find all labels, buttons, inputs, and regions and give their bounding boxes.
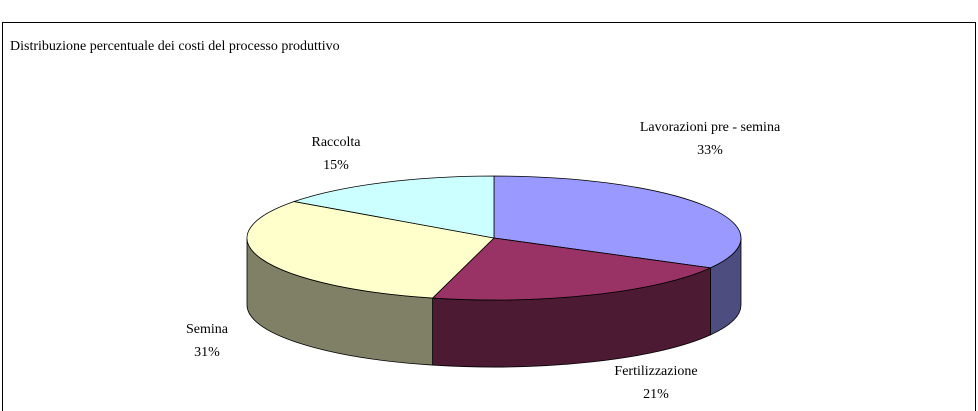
chart-title: Distribuzione percentuale dei costi del …	[10, 39, 340, 54]
pie-slice	[246, 201, 495, 299]
slice-label: Fertilizzazione	[614, 364, 697, 379]
slice-value-label: 15%	[323, 158, 349, 173]
pie-slice	[292, 175, 495, 239]
slice-value-label: 21%	[643, 387, 669, 402]
slice-label: Raccolta	[312, 135, 362, 150]
slice-label: Lavorazioni pre - semina	[640, 120, 781, 135]
slice-label: Semina	[186, 322, 229, 337]
pie-slice	[431, 237, 712, 301]
slice-value-label: 33%	[697, 143, 723, 158]
pie-slice	[493, 175, 742, 269]
slice-value-label: 31%	[194, 345, 220, 360]
